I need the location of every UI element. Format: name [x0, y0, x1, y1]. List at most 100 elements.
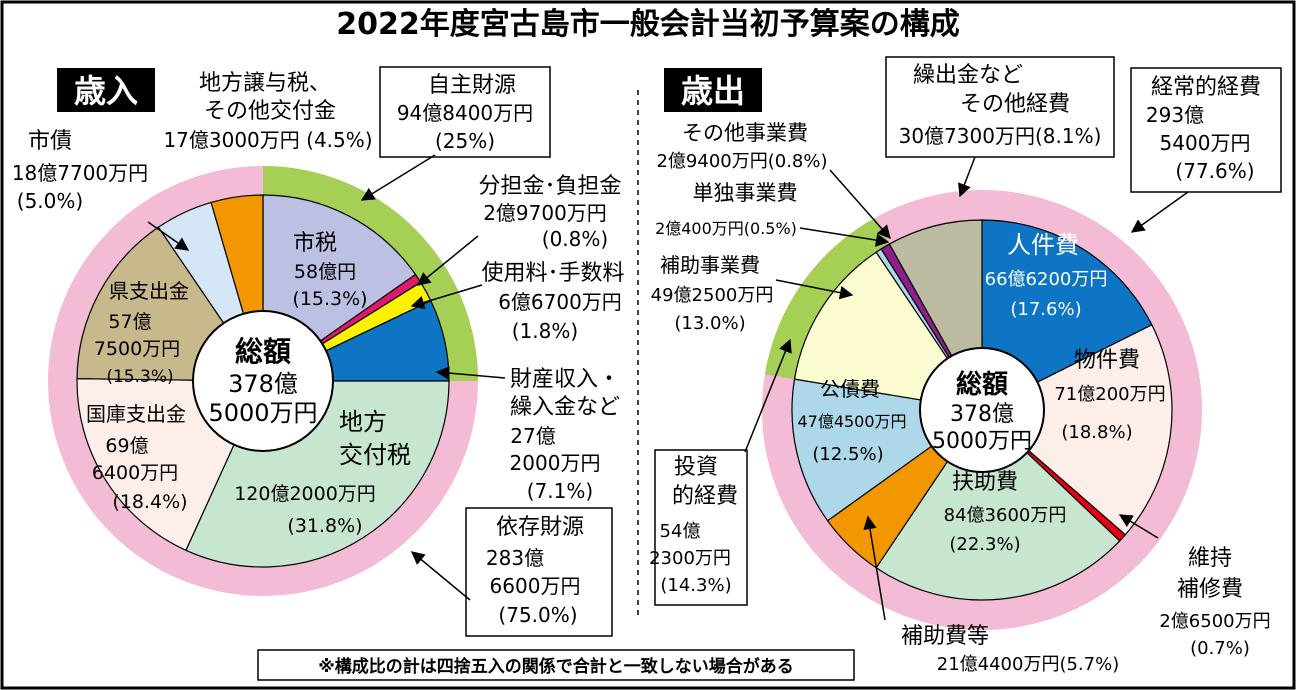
revenue-pie-chart: [48, 166, 478, 596]
label-fujo-amount: 84億3600万円: [944, 505, 1067, 526]
revenue-center-man: 5000万円: [208, 399, 317, 427]
label-shisai-percent: (5.0%): [17, 189, 83, 213]
label-shiyoryo-amount: 6億6700万円: [498, 290, 622, 314]
label-kosai-name: 公債費: [820, 377, 880, 401]
jishu-box: [379, 66, 551, 158]
expenditure-title: 歳出: [681, 72, 745, 110]
label-hojojigyo-amount: 49億2500万円: [651, 285, 774, 306]
label-sonotajigyo-name: その他事業費: [682, 121, 808, 145]
footnote-box: [257, 649, 855, 681]
label-kofuzei-name2: 交付税: [339, 441, 411, 469]
label-kokko-name: 国庫支出金: [86, 402, 186, 426]
label-keijo-name: 経常的経費: [1151, 75, 1261, 100]
revenue-center-total: 総額: [235, 335, 291, 368]
revenue-title-box: [57, 68, 155, 112]
arrow-jishu: [360, 154, 436, 201]
expenditure-center-circle: [919, 347, 1045, 473]
label-tandoku-name: 単独事業費: [693, 181, 798, 205]
label-hojohi-amount: 21億4400万円(5.7%): [937, 654, 1120, 675]
label-tandoku-amount: 2億400万円(0.5%): [655, 219, 797, 238]
expenditure-center-total: 総額: [956, 369, 1008, 400]
footnote: ※構成比の計は四捨五入の関係で合計と一致しない場合がある: [318, 656, 794, 677]
label-iji-name2: 補修費: [1177, 577, 1243, 602]
label-ken-percent: (15.3%): [106, 367, 173, 387]
label-shizei-name: 市税: [293, 231, 337, 256]
label-ken-amount2: 7500万円: [94, 338, 180, 360]
label-hojojigyo-percent: (13.0%): [674, 313, 745, 334]
label-toshi-name2: 的経費: [672, 484, 738, 509]
label-izon-name: 依存財源: [496, 515, 584, 540]
label-jinken-name: 人件費: [1007, 231, 1079, 259]
label-keijo-amount2: 5400万円: [1160, 131, 1251, 155]
pie-slice-bukken: [980, 324, 1173, 536]
label-jishu-name: 自主財源: [428, 73, 516, 98]
label-fujo-name: 扶助費: [952, 470, 1018, 495]
label-bukken-amount: 71億200万円: [1054, 384, 1165, 405]
label-zaisan-amount1: 27億: [510, 424, 555, 448]
izon-box: [465, 507, 613, 637]
label-toshi-amount1: 54億: [660, 521, 701, 542]
label-iji-name1: 維持: [1188, 546, 1232, 571]
arrow-shiyoryo: [410, 284, 483, 309]
label-kofuzei-amount: 120億2000万円: [234, 483, 376, 505]
label-zaisan-name1: 財産収入・: [510, 367, 620, 392]
keijo-box: [1130, 67, 1282, 193]
expenditure-title-box: [664, 68, 762, 112]
label-kosai-percent: (12.5%): [812, 444, 883, 465]
revenue-title: 歳入: [74, 72, 138, 110]
label-joyozei-amount: 17億3000万円 (4.5%): [163, 128, 372, 152]
label-joyozei-name1: 地方譲与税、: [199, 71, 331, 96]
label-fujo-percent: (22.3%): [949, 534, 1020, 555]
label-iji-amount: 2億6500万円: [1159, 611, 1270, 632]
arrow-iji: [1118, 514, 1159, 539]
label-joyozei-name2: その他交付金: [204, 99, 336, 124]
label-kuridashi-name2: その他経費: [960, 92, 1070, 117]
label-ken-name: 県支出金: [109, 279, 189, 303]
toshi-box: [654, 449, 748, 606]
arrow-shisai: [147, 221, 190, 251]
revenue-center-label: 総額 378億 5000万円: [208, 335, 317, 427]
label-kofuzei-name1: 地方: [339, 408, 387, 436]
expenditure-center-man: 5000万円: [932, 429, 1032, 454]
label-zaisan-amount2: 2000万円: [510, 451, 601, 475]
label-jishu-amount: 94億8400万円: [397, 101, 533, 125]
expenditure-center-label: 総額 378億 5000万円: [932, 369, 1032, 454]
label-kokko-percent: (18.4%): [112, 491, 187, 513]
label-kuridashi-amount: 30億7300万円(8.1%): [899, 124, 1102, 148]
arrow-buntankin: [416, 235, 479, 286]
arrow-izon: [410, 551, 471, 601]
label-buntankin-name: 分担金･負担金: [478, 174, 621, 199]
label-bukken-name: 物件費: [1074, 348, 1140, 373]
label-izon-amount1: 283億: [486, 546, 544, 570]
label-shisai-amount: 18億7700万円: [12, 161, 148, 185]
label-buntankin-percent: (0.8%): [542, 227, 608, 251]
label-shiyoryo-percent: (1.8%): [512, 319, 578, 343]
arrow-hojohi: [863, 515, 886, 621]
pie-slice-jinken: [981, 219, 1153, 411]
label-hojohi-name: 補助費等: [901, 624, 989, 649]
kuridashi-box: [885, 56, 1115, 158]
label-iji-percent: (0.7%): [1190, 638, 1250, 659]
label-toshi-name1: 投資: [674, 455, 718, 480]
label-sonotajigyo-amount: 2億9400万円(0.8%): [656, 151, 827, 172]
pie-slice-fujo: [875, 409, 1121, 601]
label-toshi-amount2: 2300万円: [649, 548, 731, 569]
label-shiyoryo-name: 使用料･手数料: [481, 261, 624, 286]
page-title: 2022年度宮古島市一般会計当初予算案の構成: [336, 7, 960, 42]
label-zaisan-name2: 繰入金など: [510, 395, 620, 420]
label-kosai-amount: 47億4500万円: [797, 412, 906, 431]
label-jinken-amount: 66億6200万円: [985, 269, 1108, 290]
arrow-tandoku: [799, 227, 890, 247]
label-kokko-amount1: 69億: [105, 435, 148, 457]
label-izon-amount2: 6600万円: [490, 574, 581, 598]
label-buntankin-amount: 2億9700万円: [483, 201, 607, 225]
arrow-keijo: [1130, 191, 1189, 233]
label-hojojigyo-name: 補助事業費: [660, 253, 760, 277]
label-kofuzei-percent: (31.8%): [287, 515, 362, 537]
revenue-center-circle: [192, 310, 334, 452]
label-ken-amount1: 57億: [108, 311, 151, 333]
arrow-toshi: [744, 338, 792, 453]
label-kokko-amount2: 6400万円: [92, 462, 178, 484]
expenditure-center-oku: 378億: [950, 402, 1014, 427]
